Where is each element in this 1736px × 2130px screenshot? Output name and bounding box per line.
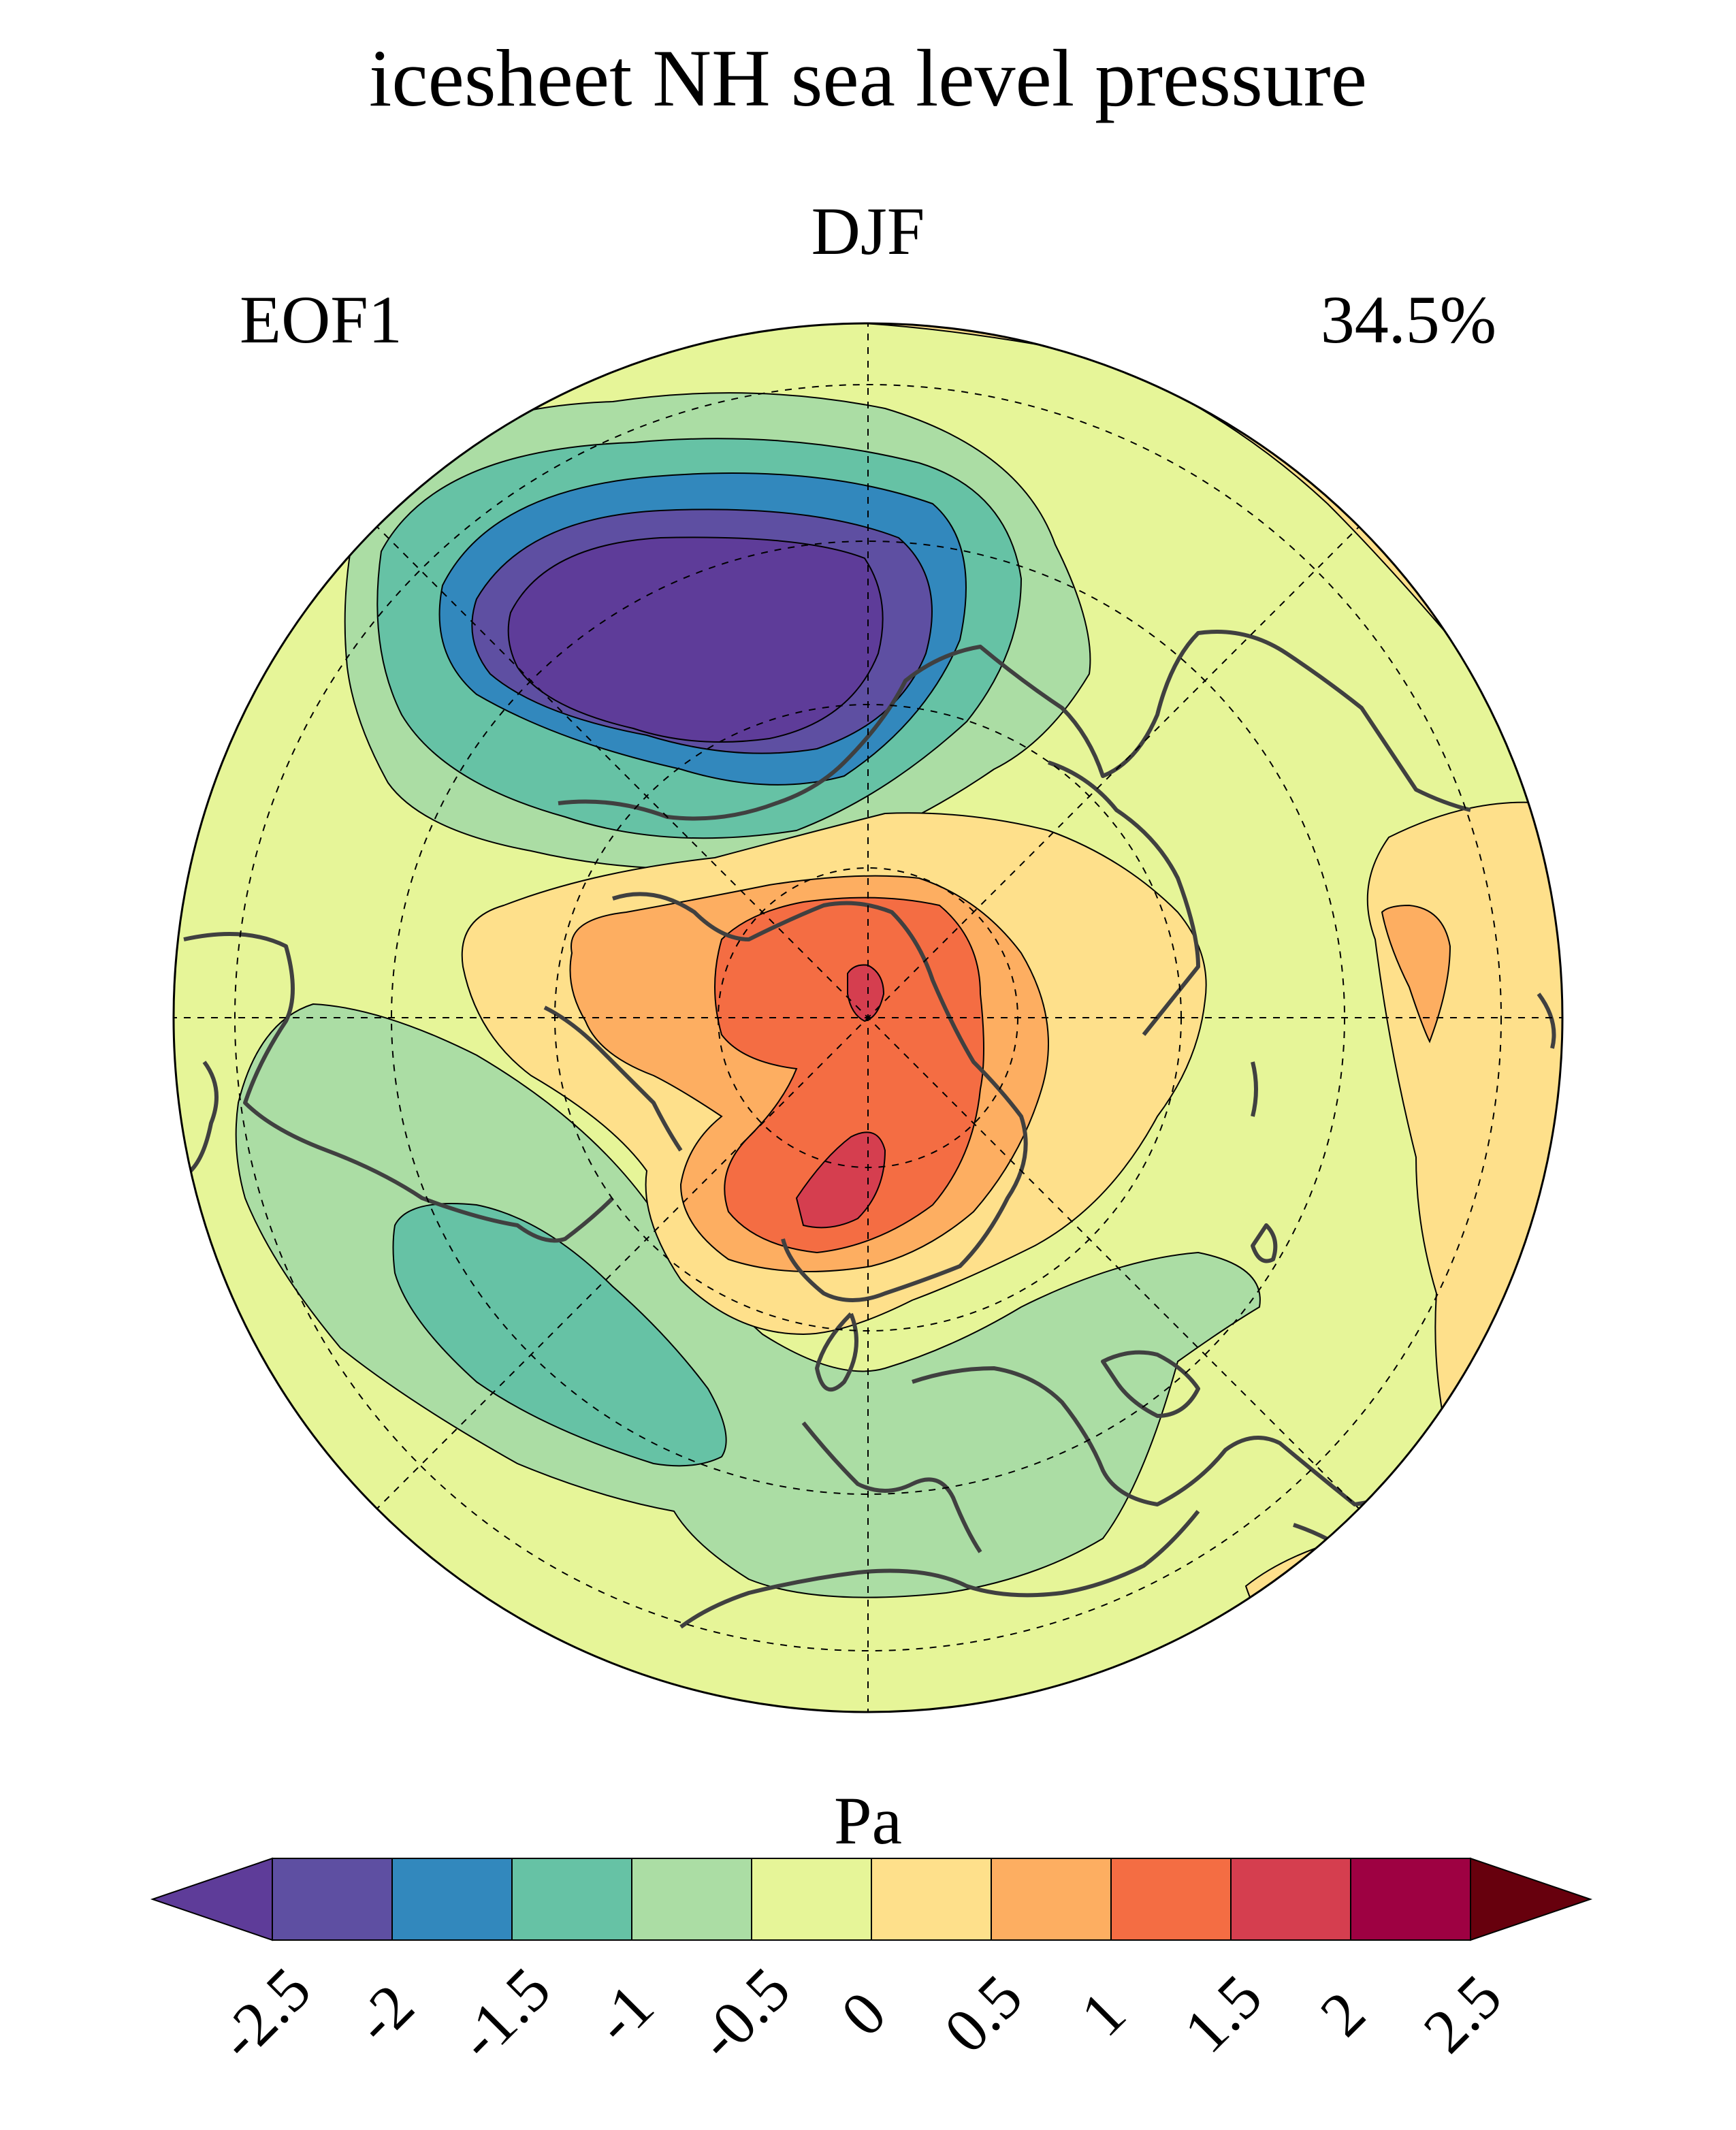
colorbar-tick-label: -2.5 bbox=[205, 1954, 324, 2073]
contour-neg-0p5-atlantic bbox=[235, 1003, 1261, 1598]
colorbar-tick-label: 1 bbox=[1067, 1978, 1139, 2050]
colorbar-bin bbox=[272, 1858, 393, 1941]
variance-explained-label: 34.5% bbox=[1320, 282, 1496, 357]
graticule bbox=[174, 323, 1562, 1712]
season-label: DJF bbox=[811, 193, 925, 269]
colorbar-tick-label: -0.5 bbox=[684, 1954, 803, 2073]
colorbar-tick-label: -1 bbox=[581, 1971, 666, 2056]
colorbar-tick-label: 2.5 bbox=[1410, 1961, 1514, 2065]
colorbar-arrow-low bbox=[150, 1857, 273, 1941]
colorbar-tick-label: 1.5 bbox=[1170, 1961, 1274, 2065]
contour-pos-1-east bbox=[1381, 904, 1451, 1044]
colorbar-tick-label: 2 bbox=[1307, 1978, 1379, 2050]
colorbar-tick-label: 0.5 bbox=[931, 1961, 1035, 2065]
colorbar-bin bbox=[871, 1858, 992, 1941]
colorbar-bin bbox=[391, 1858, 513, 1941]
eof-mode-label: EOF1 bbox=[240, 282, 402, 357]
colorbar-bin bbox=[751, 1858, 872, 1941]
colorbar-tick-label: -1.5 bbox=[445, 1954, 564, 2073]
contour-pos-1p5-arctic bbox=[714, 897, 984, 1254]
colorbar-bin bbox=[991, 1858, 1112, 1941]
colorbar-bin bbox=[631, 1858, 752, 1941]
map-boundary bbox=[172, 322, 1564, 1713]
contour-pos-2-b bbox=[795, 1131, 886, 1229]
colorbar-bin bbox=[1230, 1858, 1351, 1941]
contour-neg-2p5-pacific bbox=[507, 536, 884, 743]
figure-title: icesheet NH sea level pressure bbox=[368, 33, 1367, 123]
colorbar-units: Pa bbox=[834, 1783, 902, 1858]
colorbar-arrow-high bbox=[1470, 1857, 1593, 1941]
colorbar-bin bbox=[1350, 1858, 1471, 1941]
contour-neg-1-atlantic bbox=[392, 1203, 727, 1467]
colorbar-tick-label: -2 bbox=[341, 1971, 427, 2056]
polar-map bbox=[174, 323, 1562, 1712]
colorbar-tick-label: 0 bbox=[828, 1978, 899, 2050]
colorbar-bin bbox=[511, 1858, 632, 1941]
colorbar: -2.5 -2 -1.5 -1 -0.5 0 0.5 1 1.5 2 2.5 bbox=[150, 1857, 1593, 2073]
colorbar-bin bbox=[1110, 1858, 1232, 1941]
